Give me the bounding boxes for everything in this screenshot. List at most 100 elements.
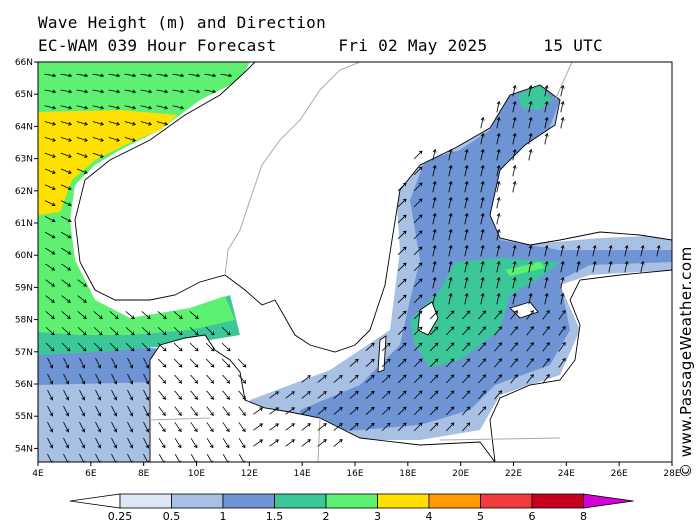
- wave-direction-arrow: [480, 148, 485, 161]
- wave-direction-arrow: [79, 421, 86, 433]
- wave-direction-arrow: [464, 212, 469, 225]
- map-area: [38, 62, 672, 462]
- wave-direction-arrow: [60, 184, 72, 191]
- latitude-axis: 66N 65N 64N 63N 62N 61N 60N 59N 58N 57N 56N 55N 54N: [15, 58, 38, 454]
- wave-direction-arrow: [349, 422, 359, 431]
- wave-direction-arrow: [349, 358, 359, 367]
- wave-direction-arrow: [79, 373, 86, 385]
- wave-direction-arrow: [238, 390, 246, 400]
- wave-direction-arrow: [93, 342, 103, 352]
- wave-direction-arrow: [45, 311, 55, 320]
- wave-direction-arrow: [140, 73, 153, 78]
- wave-direction-arrow: [77, 326, 87, 336]
- wave-direction-arrow: [397, 326, 407, 336]
- wave-direction-arrow: [222, 406, 230, 417]
- lat-tick-label: 66N: [15, 58, 33, 68]
- wave-direction-arrow: [480, 292, 485, 305]
- wave-direction-arrow: [108, 136, 120, 142]
- wave-direction-arrow: [365, 358, 375, 367]
- wave-direction-arrow: [76, 152, 88, 158]
- wave-direction-arrow: [301, 439, 311, 447]
- wave-direction-arrow: [237, 358, 247, 368]
- wave-direction-arrow: [480, 180, 485, 193]
- lat-tick-label: 56N: [15, 380, 33, 390]
- wave-direction-arrow: [624, 260, 629, 273]
- wave-direction-arrow: [413, 406, 423, 416]
- wave-direction-arrow: [124, 121, 137, 126]
- wave-direction-arrow: [77, 295, 87, 303]
- legend-swatch: [325, 493, 378, 509]
- wave-direction-arrow: [143, 405, 150, 417]
- lon-tick-label: 24E: [558, 469, 575, 479]
- wave-direction-arrow: [494, 310, 503, 320]
- wave-direction-arrow: [512, 84, 517, 97]
- wave-direction-arrow: [365, 390, 375, 399]
- lat-tick-label: 55N: [15, 412, 33, 422]
- wave-direction-arrow: [44, 136, 56, 142]
- wave-direction-arrow: [45, 247, 56, 255]
- wave-direction-arrow: [60, 89, 73, 94]
- wave-direction-arrow: [143, 373, 150, 385]
- wave-direction-arrow: [92, 136, 104, 142]
- wave-direction-arrow: [480, 228, 485, 241]
- wave-direction-arrow: [512, 260, 517, 273]
- wave-direction-arrow: [464, 196, 469, 209]
- wave-direction-arrow: [253, 439, 264, 447]
- lat-tick-label: 65N: [15, 90, 33, 100]
- wave-direction-arrow: [462, 310, 471, 320]
- wave-direction-arrow: [204, 89, 217, 94]
- wave-direction-arrow: [397, 230, 407, 240]
- wave-direction-arrow: [542, 341, 550, 352]
- wave-direction-arrow: [109, 326, 119, 336]
- wave-direction-arrow: [397, 374, 407, 384]
- lat-tick-label: 61N: [15, 219, 33, 229]
- wave-direction-arrow: [413, 326, 423, 336]
- wave-direction-arrow: [397, 214, 407, 224]
- wave-direction-arrow: [397, 310, 407, 320]
- wave-direction-arrow: [61, 342, 71, 352]
- wave-direction-arrow: [285, 407, 296, 415]
- land-finland-estonia: [489, 269, 672, 462]
- wave-direction-arrow: [333, 422, 343, 431]
- legend-swatch: [119, 493, 172, 509]
- wave-direction-arrow: [432, 276, 437, 289]
- wave-direction-arrow: [560, 292, 565, 305]
- wave-direction-arrow: [432, 260, 437, 273]
- wave-direction-arrows: [44, 73, 661, 462]
- wave-direction-arrow: [63, 373, 70, 385]
- wave-direction-arrow: [60, 200, 72, 207]
- wave-direction-arrow: [464, 260, 469, 273]
- wave-direction-arrow: [333, 406, 343, 415]
- wave-direction-arrow: [238, 422, 246, 433]
- wave-direction-arrow: [413, 198, 423, 208]
- wave-direction-arrow: [206, 390, 214, 400]
- lat-tick-label: 64N: [15, 122, 33, 132]
- border-poland-russia: [439, 437, 561, 441]
- wave-direction-arrow: [221, 342, 231, 352]
- wave-direction-arrow: [190, 422, 198, 433]
- wave-direction-arrow: [432, 212, 437, 225]
- wave-direction-arrow: [560, 84, 565, 97]
- wave-direction-arrow: [143, 357, 150, 369]
- wave-direction-arrow: [190, 438, 198, 449]
- wave-direction-arrow: [60, 121, 73, 126]
- lat-tick-label: 60N: [15, 251, 33, 261]
- wave-direction-arrow: [510, 342, 518, 352]
- lon-tick-label: 6E: [85, 469, 97, 479]
- wave-direction-arrow: [140, 89, 153, 94]
- wave-direction-arrow: [462, 326, 471, 336]
- time-label: 15 UTC: [543, 36, 603, 55]
- wave-direction-arrow: [76, 73, 89, 78]
- wave-direction-arrow: [349, 390, 359, 399]
- wave-direction-arrow: [413, 358, 423, 368]
- wave-direction-arrow: [253, 423, 264, 431]
- wave-direction-arrow: [125, 311, 135, 320]
- wave-direction-arrow: [174, 406, 182, 417]
- wave-direction-arrow: [445, 342, 455, 352]
- wave-shading-bothnia-green: [518, 84, 552, 110]
- wave-direction-arrow: [60, 168, 72, 174]
- wave-direction-arrow: [111, 421, 118, 433]
- wave-direction-arrow: [576, 260, 581, 273]
- wave-direction-arrow: [397, 198, 407, 208]
- wave-direction-arrow: [285, 439, 296, 447]
